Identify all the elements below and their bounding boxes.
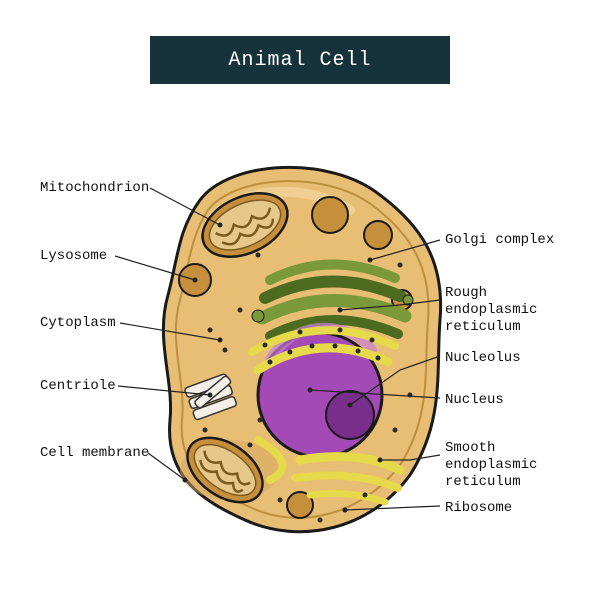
label-centriole: Centriole — [40, 378, 116, 395]
label-mitochondrion: Mitochondrion — [40, 180, 149, 197]
label-cell-membrane: Cell membrane — [40, 445, 149, 462]
label-ser: Smooth endoplasmic reticulum — [445, 440, 585, 490]
label-nucleolus: Nucleolus — [445, 350, 521, 367]
label-nucleus: Nucleus — [445, 392, 504, 409]
label-lysosome: Lysosome — [40, 248, 107, 265]
label-cytoplasm: Cytoplasm — [40, 315, 116, 332]
label-ribosome: Ribosome — [445, 500, 512, 517]
label-golgi: Golgi complex — [445, 232, 554, 249]
label-rer: Rough endoplasmic reticulum — [445, 285, 585, 335]
